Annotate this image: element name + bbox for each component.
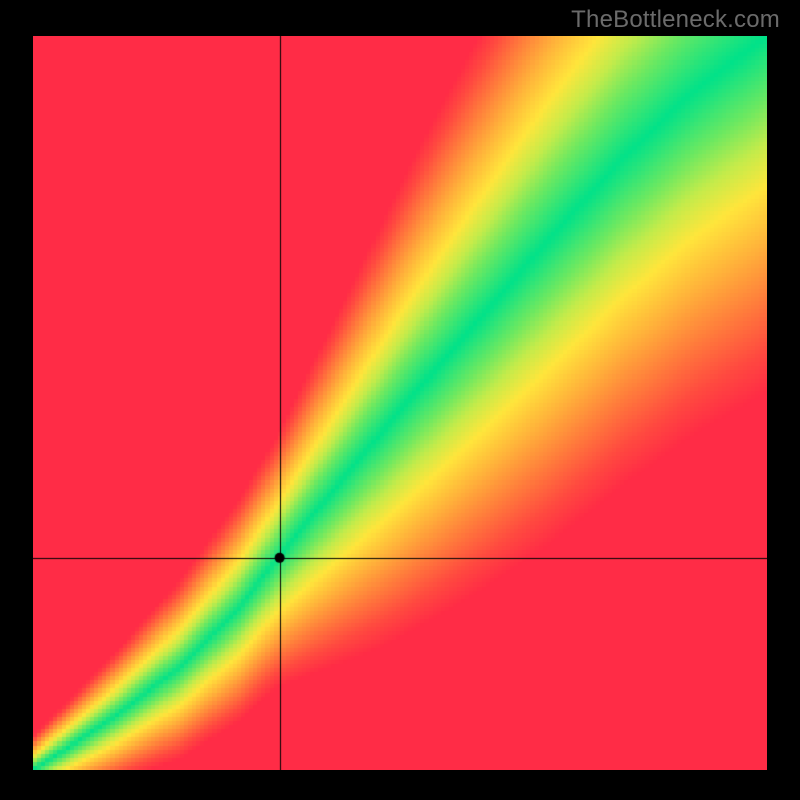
heatmap-canvas xyxy=(33,36,767,770)
chart-container: TheBottleneck.com xyxy=(0,0,800,800)
watermark-text: TheBottleneck.com xyxy=(571,6,780,34)
